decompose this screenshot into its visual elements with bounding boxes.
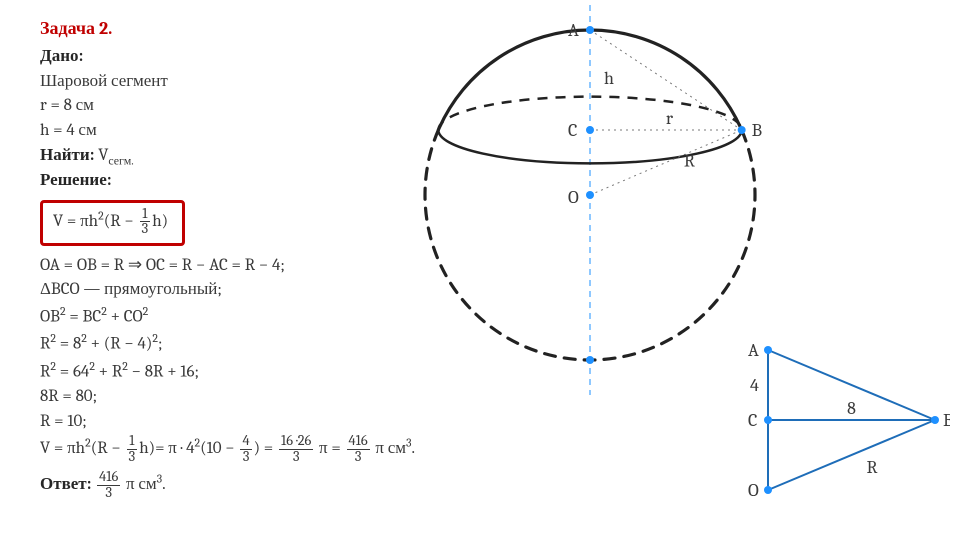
svg-text:B: B	[943, 410, 950, 431]
svg-text:C: C	[568, 120, 577, 141]
svg-text:C: C	[748, 410, 757, 431]
step-7: R = 10;	[40, 410, 460, 435]
svg-text:h: h	[604, 68, 614, 89]
formula-lhs: V = πh	[53, 212, 98, 231]
formula-box: V = πh2(R − 13h)	[40, 200, 185, 246]
triangle-diagram: A C O B 4 8 R	[720, 340, 950, 530]
formula-open: (R −	[104, 212, 138, 231]
formula-close: h)	[152, 212, 168, 231]
svg-text:4: 4	[750, 375, 759, 396]
svg-text:B: B	[752, 120, 762, 141]
svg-text:8: 8	[847, 398, 856, 419]
svg-text:R: R	[684, 151, 695, 172]
find-subscript: сегм.	[108, 153, 133, 167]
svg-text:A: A	[748, 340, 759, 361]
answer-label: Ответ:	[40, 475, 91, 494]
find-label: Найти:	[40, 146, 94, 165]
find-symbol: V	[98, 146, 108, 165]
svg-text:R: R	[867, 457, 878, 478]
step-8: V = πh2(R − 13h)= π · 42(10 − 43) = 16 ·…	[40, 434, 460, 464]
svg-text:O: O	[748, 480, 759, 501]
formula-frac: 13	[140, 207, 151, 237]
answer-line: Ответ: 4163 π см3.	[40, 470, 460, 500]
svg-text:A: A	[568, 20, 579, 41]
svg-text:O: O	[568, 187, 579, 208]
svg-text:r: r	[666, 108, 674, 129]
